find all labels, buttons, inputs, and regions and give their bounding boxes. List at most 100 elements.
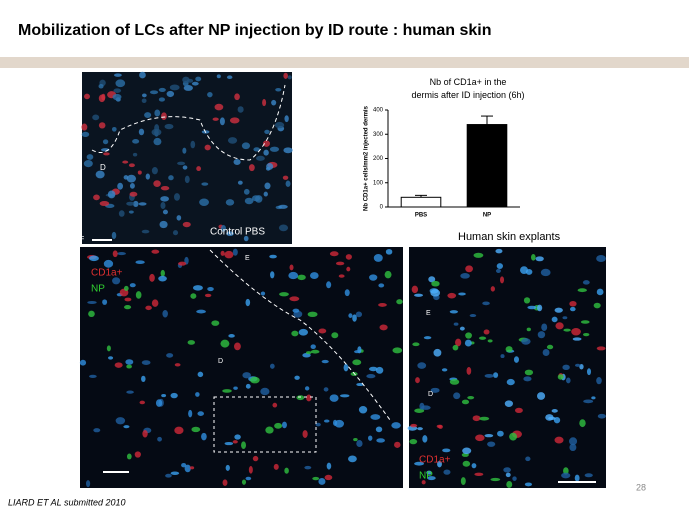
cell <box>412 342 420 347</box>
cell <box>129 283 136 288</box>
cell <box>546 344 554 350</box>
cell <box>535 256 544 262</box>
cell <box>570 306 576 312</box>
cell <box>115 79 126 88</box>
cell <box>394 441 401 448</box>
cell <box>141 360 151 365</box>
cell <box>274 121 285 129</box>
cell <box>512 476 517 481</box>
boundary-line <box>91 84 286 161</box>
cell <box>487 339 493 343</box>
cell <box>243 188 250 195</box>
cell <box>423 336 432 340</box>
cell <box>225 464 230 471</box>
cell <box>306 394 312 402</box>
cell <box>191 426 201 433</box>
cell <box>93 428 101 433</box>
cell <box>184 175 190 184</box>
cell <box>233 386 238 390</box>
cell <box>265 426 274 434</box>
cell <box>273 463 279 470</box>
cell <box>93 194 100 201</box>
cell <box>496 263 504 270</box>
cell <box>315 422 321 427</box>
cell <box>184 464 191 473</box>
cell <box>346 266 351 272</box>
cell <box>332 419 338 426</box>
cell <box>234 342 241 351</box>
legend-cd1a: CD1a+ <box>419 455 451 466</box>
page-number: 28 <box>636 482 646 492</box>
cell <box>343 363 349 372</box>
cell <box>453 322 459 326</box>
cell <box>271 99 277 106</box>
cell <box>294 375 300 380</box>
cell <box>228 334 235 338</box>
cell <box>536 392 546 400</box>
cell <box>282 175 289 180</box>
zoom-box <box>213 396 317 453</box>
cell <box>216 74 221 79</box>
cell <box>368 435 373 441</box>
cell <box>107 190 116 199</box>
cell <box>222 389 232 393</box>
cell <box>272 402 278 408</box>
legend-cd1a: CD1a+ <box>91 268 123 279</box>
x-tick-label: NP <box>483 213 491 219</box>
cell <box>145 173 151 180</box>
cell <box>462 447 472 455</box>
cell <box>190 140 196 149</box>
cell <box>144 112 152 118</box>
cell <box>134 451 141 458</box>
cell <box>283 147 293 154</box>
cell <box>252 455 259 462</box>
image-right: E D CD1a+ NP <box>407 247 606 488</box>
cell <box>151 249 160 254</box>
cell <box>384 270 392 279</box>
cell <box>225 199 235 206</box>
region-label: D <box>218 358 223 365</box>
cell <box>229 117 240 124</box>
cell <box>385 248 393 255</box>
cell <box>220 250 225 256</box>
cell <box>431 280 440 287</box>
cell <box>442 448 451 453</box>
cell <box>574 474 580 482</box>
cell <box>160 269 165 277</box>
cell <box>583 399 594 404</box>
cell <box>263 191 268 197</box>
cell <box>182 76 190 84</box>
cell <box>504 400 513 408</box>
cell <box>373 253 383 262</box>
cell <box>177 161 186 166</box>
cell <box>436 424 442 429</box>
cell <box>183 84 193 91</box>
cell <box>466 367 472 375</box>
x-tick-label: PBS <box>415 213 427 219</box>
cell <box>462 460 471 467</box>
cell <box>422 435 428 443</box>
cell <box>232 440 238 444</box>
cell <box>465 332 472 339</box>
cell <box>490 286 496 292</box>
cell <box>464 339 472 347</box>
cell <box>542 348 550 357</box>
cell <box>524 482 533 487</box>
cell <box>174 363 181 367</box>
cell <box>561 472 571 479</box>
cell <box>248 466 253 474</box>
cell <box>291 330 299 337</box>
cell <box>441 368 448 372</box>
cell <box>321 359 329 364</box>
cell <box>232 248 238 256</box>
cell <box>182 221 191 228</box>
cell <box>471 463 477 469</box>
cell <box>443 469 451 475</box>
cell <box>437 460 442 468</box>
cell <box>497 430 504 437</box>
section-caption: Human skin explants <box>458 231 561 243</box>
cell <box>103 259 114 268</box>
cell <box>102 299 108 305</box>
cell <box>526 327 531 332</box>
cell <box>242 372 251 379</box>
